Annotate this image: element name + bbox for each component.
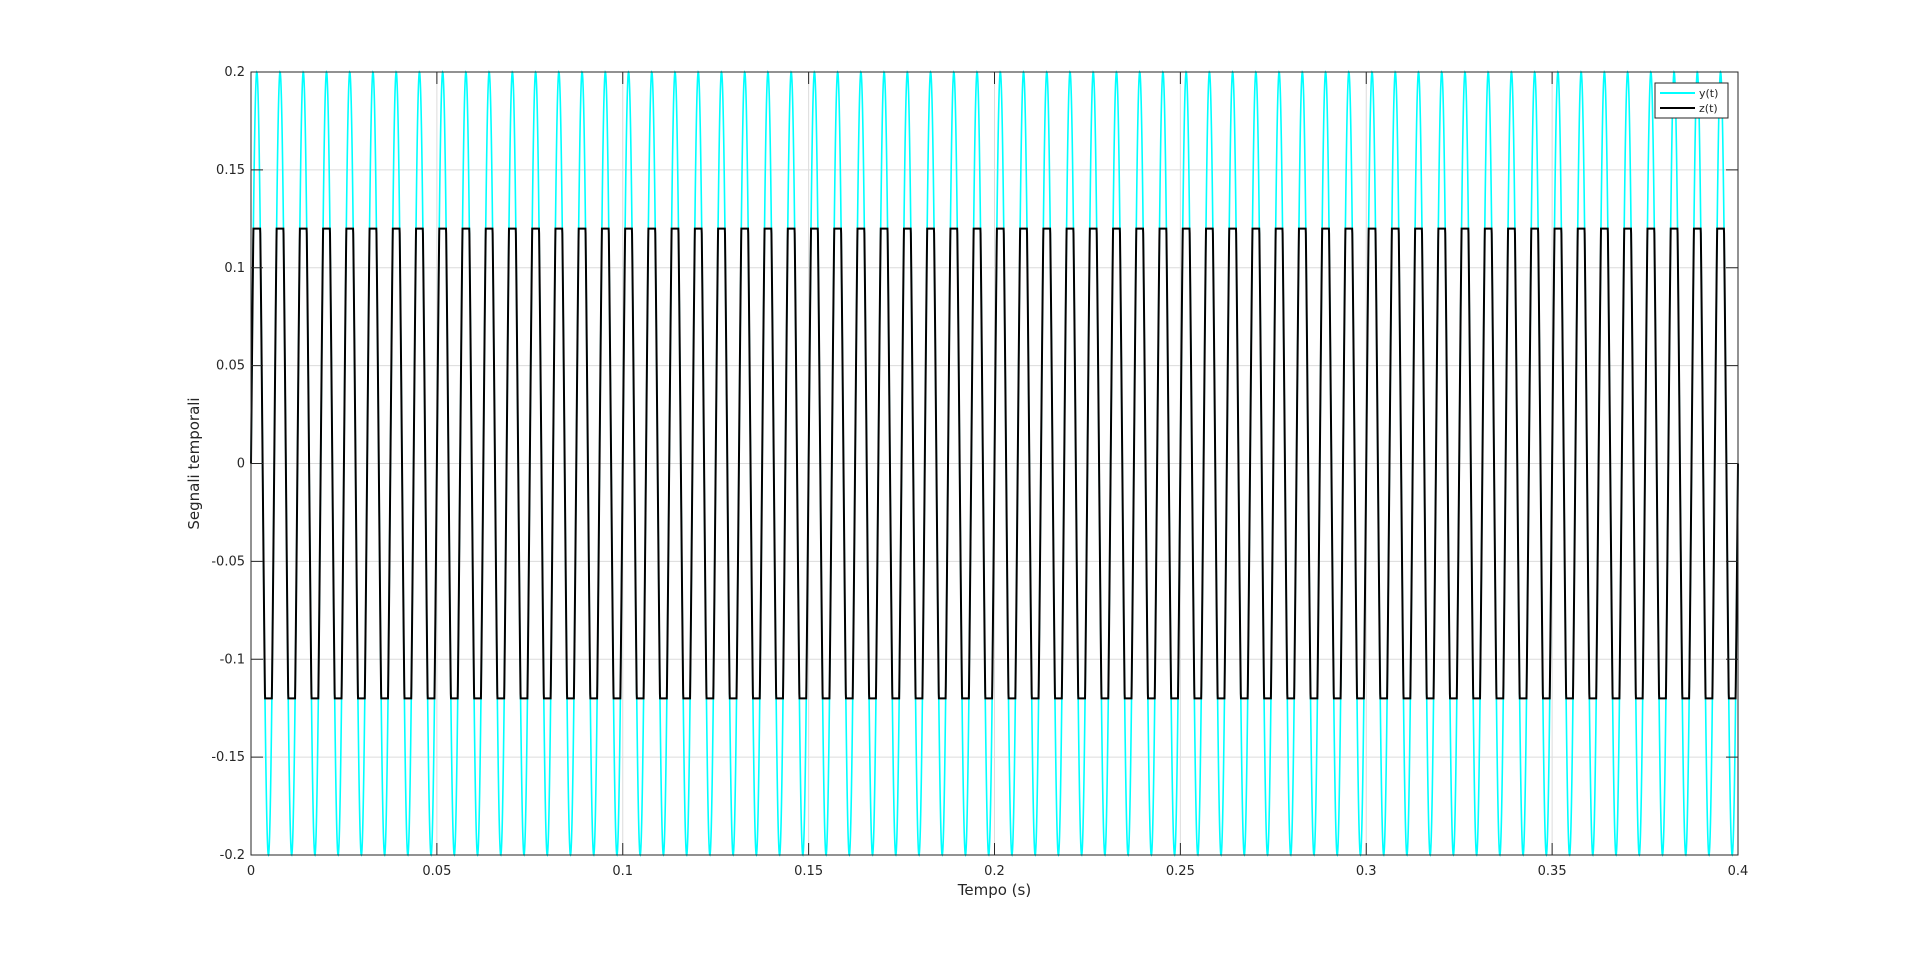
series-line xyxy=(250,227,1739,700)
y-tick-label: -0.1 xyxy=(220,652,245,667)
y-tick-label: -0.05 xyxy=(211,554,245,569)
x-tick-label: 0.05 xyxy=(422,864,451,879)
ticks: 0 0.05 0.1 0.15 0.2 0.25 0.3 0.35 0.4 -0.2 -0.15 -0… xyxy=(211,65,1748,879)
legend-label: y(t) xyxy=(1699,87,1718,100)
x-tick-label: 0.3 xyxy=(1356,864,1377,879)
x-tick-label: 0.1 xyxy=(612,864,633,879)
y-tick-label: -0.15 xyxy=(211,750,245,765)
y-tick-label: 0 xyxy=(237,457,245,472)
x-tick-label: 0.15 xyxy=(794,864,823,879)
y-tick-label: 0.05 xyxy=(216,359,245,374)
legend-box xyxy=(1654,82,1729,119)
x-axis-label: Tempo (s) xyxy=(957,881,1031,899)
x-tick-label: 0.4 xyxy=(1728,864,1749,879)
y-tick-label: 0.2 xyxy=(224,65,245,80)
x-tick-label: 0.35 xyxy=(1538,864,1567,879)
y-tick-label: 0.1 xyxy=(224,261,245,276)
y-tick-label: 0.15 xyxy=(216,163,245,178)
legend: y(t) z(t) xyxy=(1654,82,1729,119)
plot-lines xyxy=(250,70,1739,857)
y-tick-label: -0.2 xyxy=(220,848,245,863)
x-tick-label: 0 xyxy=(247,864,255,879)
legend-label: z(t) xyxy=(1699,102,1718,115)
y-axis-label: Segnali temporali xyxy=(185,397,203,529)
x-tick-label: 0.25 xyxy=(1166,864,1195,879)
x-tick-label: 0.2 xyxy=(984,864,1005,879)
